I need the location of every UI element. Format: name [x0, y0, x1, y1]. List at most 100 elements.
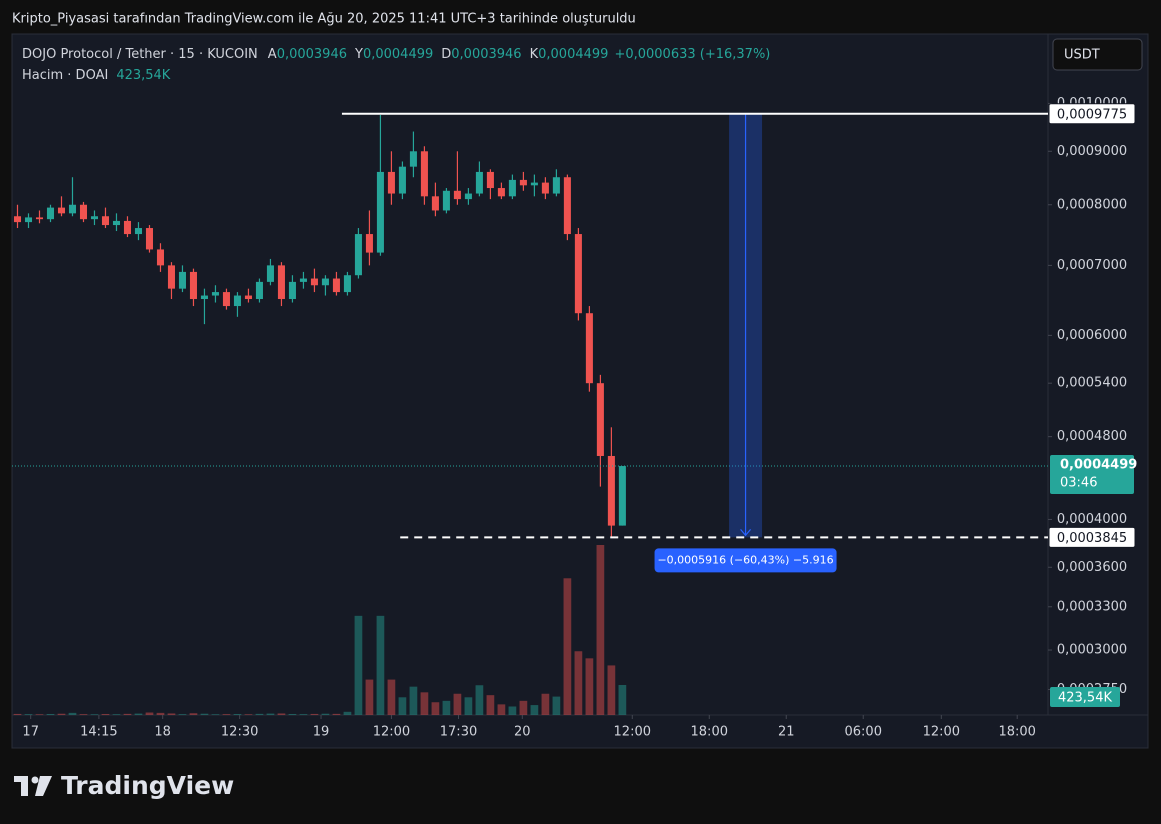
volume-bar: [134, 713, 143, 715]
volume-bar: [299, 714, 308, 715]
candle-body: [376, 171, 384, 253]
candle-body: [387, 171, 395, 194]
horizontal-line-label: 0,0009775: [1057, 107, 1127, 122]
volume-bar: [79, 714, 88, 715]
candle-body: [244, 295, 252, 300]
candle-body: [354, 234, 362, 276]
ohlc-value: 0,0004499: [538, 47, 608, 62]
candle-body: [464, 193, 472, 200]
candle-body: [24, 217, 33, 223]
candle-body: [497, 188, 505, 197]
x-tick-label: 14:15: [80, 725, 117, 740]
volume-bar: [332, 713, 341, 715]
candle-body: [189, 271, 197, 300]
volume-bar: [46, 714, 55, 715]
candle-body: [574, 234, 582, 314]
candle-body: [321, 278, 329, 286]
volume-bar: [365, 679, 374, 715]
volume-bar: [178, 714, 187, 715]
symbol: DOJO Protocol / Tether · 15 · KUCOIN: [22, 47, 258, 62]
volume-bar: [464, 697, 473, 715]
candle-body: [57, 207, 66, 214]
candle-body: [420, 151, 428, 197]
volume-bar: [409, 686, 418, 715]
volume-label-box: [1050, 687, 1120, 707]
volume-bar: [222, 714, 231, 715]
ohlc-value: 0,0003946: [451, 47, 521, 62]
volume-bar: [167, 713, 176, 715]
volume-title: Hacim · DOAI: [22, 68, 108, 83]
caption: Kripto_Piyasasi tarafından TradingView.c…: [12, 12, 636, 27]
volume-bar: [277, 713, 286, 715]
volume-bar: [475, 685, 484, 715]
candle-body: [255, 281, 263, 300]
volume-bar: [530, 705, 539, 715]
candle-body: [233, 295, 241, 307]
ohlc-key: D: [441, 47, 451, 62]
candle-body: [585, 313, 593, 384]
candle-body: [200, 295, 208, 300]
volume-bar: [541, 693, 550, 715]
candle-body: [343, 275, 351, 293]
volume-bar: [508, 706, 517, 715]
candle-body: [13, 216, 22, 223]
candle-body: [46, 207, 55, 220]
y-tick-label: 0,0003000: [1057, 643, 1127, 658]
volume-bar: [563, 578, 572, 715]
volume-bar: [35, 714, 44, 715]
horizontal-line-label-box: [1048, 526, 1136, 548]
y-tick-label: 0,0009000: [1057, 144, 1127, 159]
candle-body: [211, 292, 219, 296]
volume-bar: [574, 651, 583, 715]
candle-body: [607, 455, 615, 526]
volume-bar: [343, 711, 352, 715]
ohlc-key: K: [530, 47, 539, 62]
logo: TradingView: [14, 771, 234, 800]
volume-bar: [321, 713, 330, 715]
candle-body: [156, 249, 164, 266]
measure-arrow-head: [740, 528, 752, 537]
x-tick-label: 18: [154, 725, 171, 740]
candle-body: [123, 220, 131, 235]
y-tick-label: 0,0006000: [1057, 328, 1127, 343]
candle-body: [486, 171, 494, 189]
candle-body: [596, 383, 604, 456]
candle-body: [90, 216, 99, 220]
x-tick-label: 12:00: [614, 725, 651, 740]
candle-body: [563, 177, 571, 235]
measure-label: −0,0005916 (−60,43%) −5.916: [657, 553, 833, 566]
logo-mark: [31, 776, 39, 784]
y-tick-label: 0,0003300: [1057, 599, 1127, 614]
candle-body: [442, 190, 450, 211]
change: +0,0000633 (+16,37%): [614, 47, 770, 62]
x-tick-label: 06:00: [845, 725, 882, 740]
candle-body: [79, 204, 88, 220]
volume-bar: [255, 713, 264, 715]
volume-bar: [266, 713, 275, 715]
candle-body: [475, 171, 483, 194]
volume-bar: [442, 700, 451, 715]
candle-body: [35, 217, 44, 220]
candle-body: [453, 190, 461, 200]
candle-body: [398, 166, 406, 194]
ohlc-value: 0,0003946: [277, 47, 347, 62]
candle-body: [101, 216, 110, 226]
volume-bar: [156, 712, 165, 715]
volume-bar: [585, 658, 594, 715]
volume-bar: [211, 714, 220, 715]
volume-bar: [497, 704, 506, 715]
candle-body: [222, 292, 230, 307]
volume-bar: [244, 714, 253, 715]
countdown: 03:46: [1060, 476, 1097, 491]
currency-label: USDT: [1064, 48, 1100, 63]
candle-body: [288, 281, 296, 300]
volume-bar: [200, 713, 209, 715]
volume-bar: [189, 713, 198, 715]
volume-bar: [310, 713, 319, 715]
currency-button[interactable]: [1052, 38, 1143, 71]
legend-line: DOJO Protocol / Tether · 15 · KUCOIN A0,0…: [22, 47, 770, 62]
volume-label: 423,54K: [1058, 691, 1112, 706]
volume-bar: [57, 713, 66, 715]
